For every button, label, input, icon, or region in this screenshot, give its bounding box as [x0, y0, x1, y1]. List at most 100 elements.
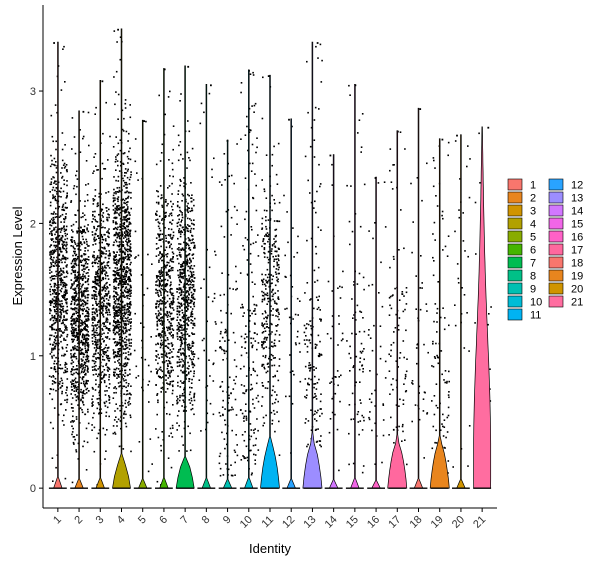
- legend-label-20: 20: [571, 284, 583, 296]
- legend-label-5: 5: [530, 232, 536, 244]
- x-tick-label-2: 2: [72, 514, 85, 527]
- violin-18: [413, 107, 424, 489]
- points-cluster-19: [431, 138, 450, 474]
- legend-label-12: 12: [571, 180, 583, 192]
- x-tick-label-5: 5: [136, 514, 149, 527]
- points-cluster-3: [91, 80, 111, 486]
- x-tick-label-16: 16: [365, 514, 382, 531]
- legend-label-3: 3: [530, 206, 536, 218]
- points-cluster-17: [388, 130, 408, 473]
- violin-6: [159, 68, 169, 489]
- violin-9: [222, 139, 233, 489]
- x-tick-label-9: 9: [221, 514, 234, 527]
- y-tick-label-2: 2: [30, 218, 36, 230]
- x-tick-label-1: 1: [51, 514, 64, 527]
- violins: [48, 28, 492, 489]
- legend-label-18: 18: [571, 258, 583, 270]
- legend-label-1: 1: [530, 180, 536, 192]
- violin-19: [429, 138, 450, 489]
- violin-20: [456, 134, 466, 489]
- legend-label-4: 4: [530, 219, 536, 231]
- legend-label-14: 14: [571, 206, 583, 218]
- points-cluster-4: [112, 28, 133, 489]
- x-tick-label-8: 8: [200, 514, 213, 527]
- x-tick-label-11: 11: [260, 514, 277, 531]
- points-cluster-14: [326, 154, 344, 472]
- legend-swatch-6: [507, 243, 523, 256]
- x-tick-label-15: 15: [344, 514, 361, 531]
- legend-swatch-7: [507, 256, 523, 269]
- legend-swatch-2: [507, 191, 523, 204]
- y-tick-label-1: 1: [30, 351, 36, 363]
- legend-swatch-9: [507, 282, 523, 295]
- points-cluster-12: [283, 118, 302, 454]
- violin-7: [175, 65, 195, 489]
- points-cluster-18: [410, 108, 429, 459]
- legend-swatch-19: [548, 269, 564, 282]
- legend-swatch-13: [548, 191, 564, 204]
- legend-label-7: 7: [530, 258, 536, 270]
- violin-1: [53, 41, 63, 489]
- points-cluster-7: [176, 65, 196, 465]
- violin-10: [243, 69, 254, 489]
- legend-label-11: 11: [530, 310, 541, 322]
- legend-label-21: 21: [571, 297, 583, 309]
- violin-17: [387, 130, 408, 489]
- x-tick-label-7: 7: [178, 514, 191, 527]
- points-cluster-2: [70, 110, 90, 484]
- violin-11: [260, 74, 280, 489]
- violin-15: [350, 84, 360, 489]
- x-tick-label-6: 6: [157, 514, 170, 527]
- legend-swatch-17: [548, 243, 564, 256]
- violin-8: [201, 84, 212, 489]
- x-tick-label-3: 3: [94, 514, 107, 527]
- legend-label-9: 9: [530, 284, 536, 296]
- x-tick-label-19: 19: [429, 514, 446, 531]
- y-axis-title: Expression Level: [10, 206, 25, 305]
- x-axis-title: Identity: [249, 541, 291, 556]
- y-tick-label-0: 0: [30, 483, 36, 495]
- points-cluster-9: [218, 140, 239, 477]
- x-tick-label-10: 10: [238, 514, 255, 531]
- x-tick-label-18: 18: [407, 514, 424, 531]
- y-tick-label-3: 3: [30, 86, 36, 98]
- violin-14: [328, 154, 339, 489]
- legend-swatch-18: [548, 256, 564, 269]
- legend-label-15: 15: [571, 219, 583, 231]
- x-tick-label-17: 17: [386, 514, 403, 531]
- points-cluster-15: [346, 84, 366, 474]
- violin-5: [137, 119, 148, 489]
- violin-21: [473, 126, 492, 489]
- legend-swatch-8: [507, 269, 523, 282]
- violin-3: [95, 80, 106, 489]
- violin-12: [286, 118, 297, 489]
- x-tick-label-20: 20: [450, 514, 467, 531]
- legend-label-6: 6: [530, 245, 536, 257]
- x-tick-label-13: 13: [301, 514, 318, 531]
- points-cluster-13: [303, 42, 323, 469]
- legend-swatch-20: [548, 282, 564, 295]
- violin-16: [371, 176, 381, 489]
- legend-swatch-21: [548, 295, 564, 308]
- legend-swatch-14: [548, 204, 564, 217]
- violin-4: [112, 28, 131, 489]
- x-tick-label-14: 14: [323, 514, 340, 531]
- points-cluster-8: [197, 84, 217, 432]
- legend-swatch-3: [507, 204, 523, 217]
- x-ticks: 1 2 3 4 5 6 7 8 9 10 11 12 13 14 15 16 17 18 19 20 21: [51, 508, 488, 531]
- legend-label-2: 2: [530, 193, 536, 205]
- legend-label-16: 16: [571, 232, 583, 244]
- x-tick-label-12: 12: [280, 514, 297, 531]
- points-cluster-16: [367, 177, 387, 465]
- legend-swatch-5: [507, 230, 523, 243]
- legend-swatch-15: [548, 217, 564, 230]
- x-tick-label-21: 21: [471, 514, 488, 531]
- points-cluster-6: [155, 68, 175, 486]
- violin-2: [74, 110, 84, 489]
- legend-label-8: 8: [530, 271, 536, 283]
- legend-swatch-10: [507, 295, 523, 308]
- points-cluster-10: [239, 69, 260, 476]
- legend-swatch-16: [548, 230, 564, 243]
- legend-swatch-4: [507, 217, 523, 230]
